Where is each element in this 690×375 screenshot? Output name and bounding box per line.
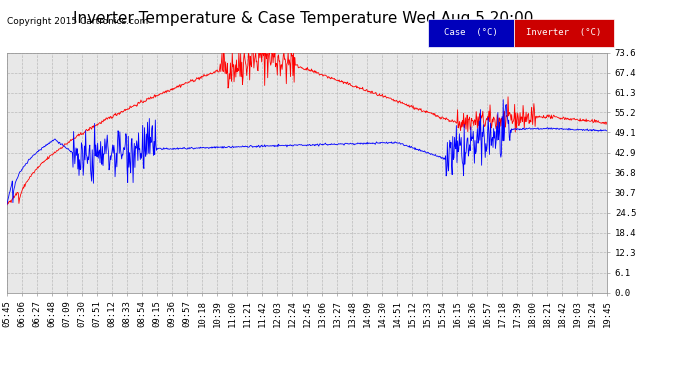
Text: Copyright 2015 Cartronics.com: Copyright 2015 Cartronics.com bbox=[7, 17, 148, 26]
Text: Inverter  (°C): Inverter (°C) bbox=[526, 28, 602, 38]
Text: Case  (°C): Case (°C) bbox=[444, 28, 497, 38]
Text: Inverter Temperature & Case Temperature Wed Aug 5 20:00: Inverter Temperature & Case Temperature … bbox=[73, 11, 534, 26]
